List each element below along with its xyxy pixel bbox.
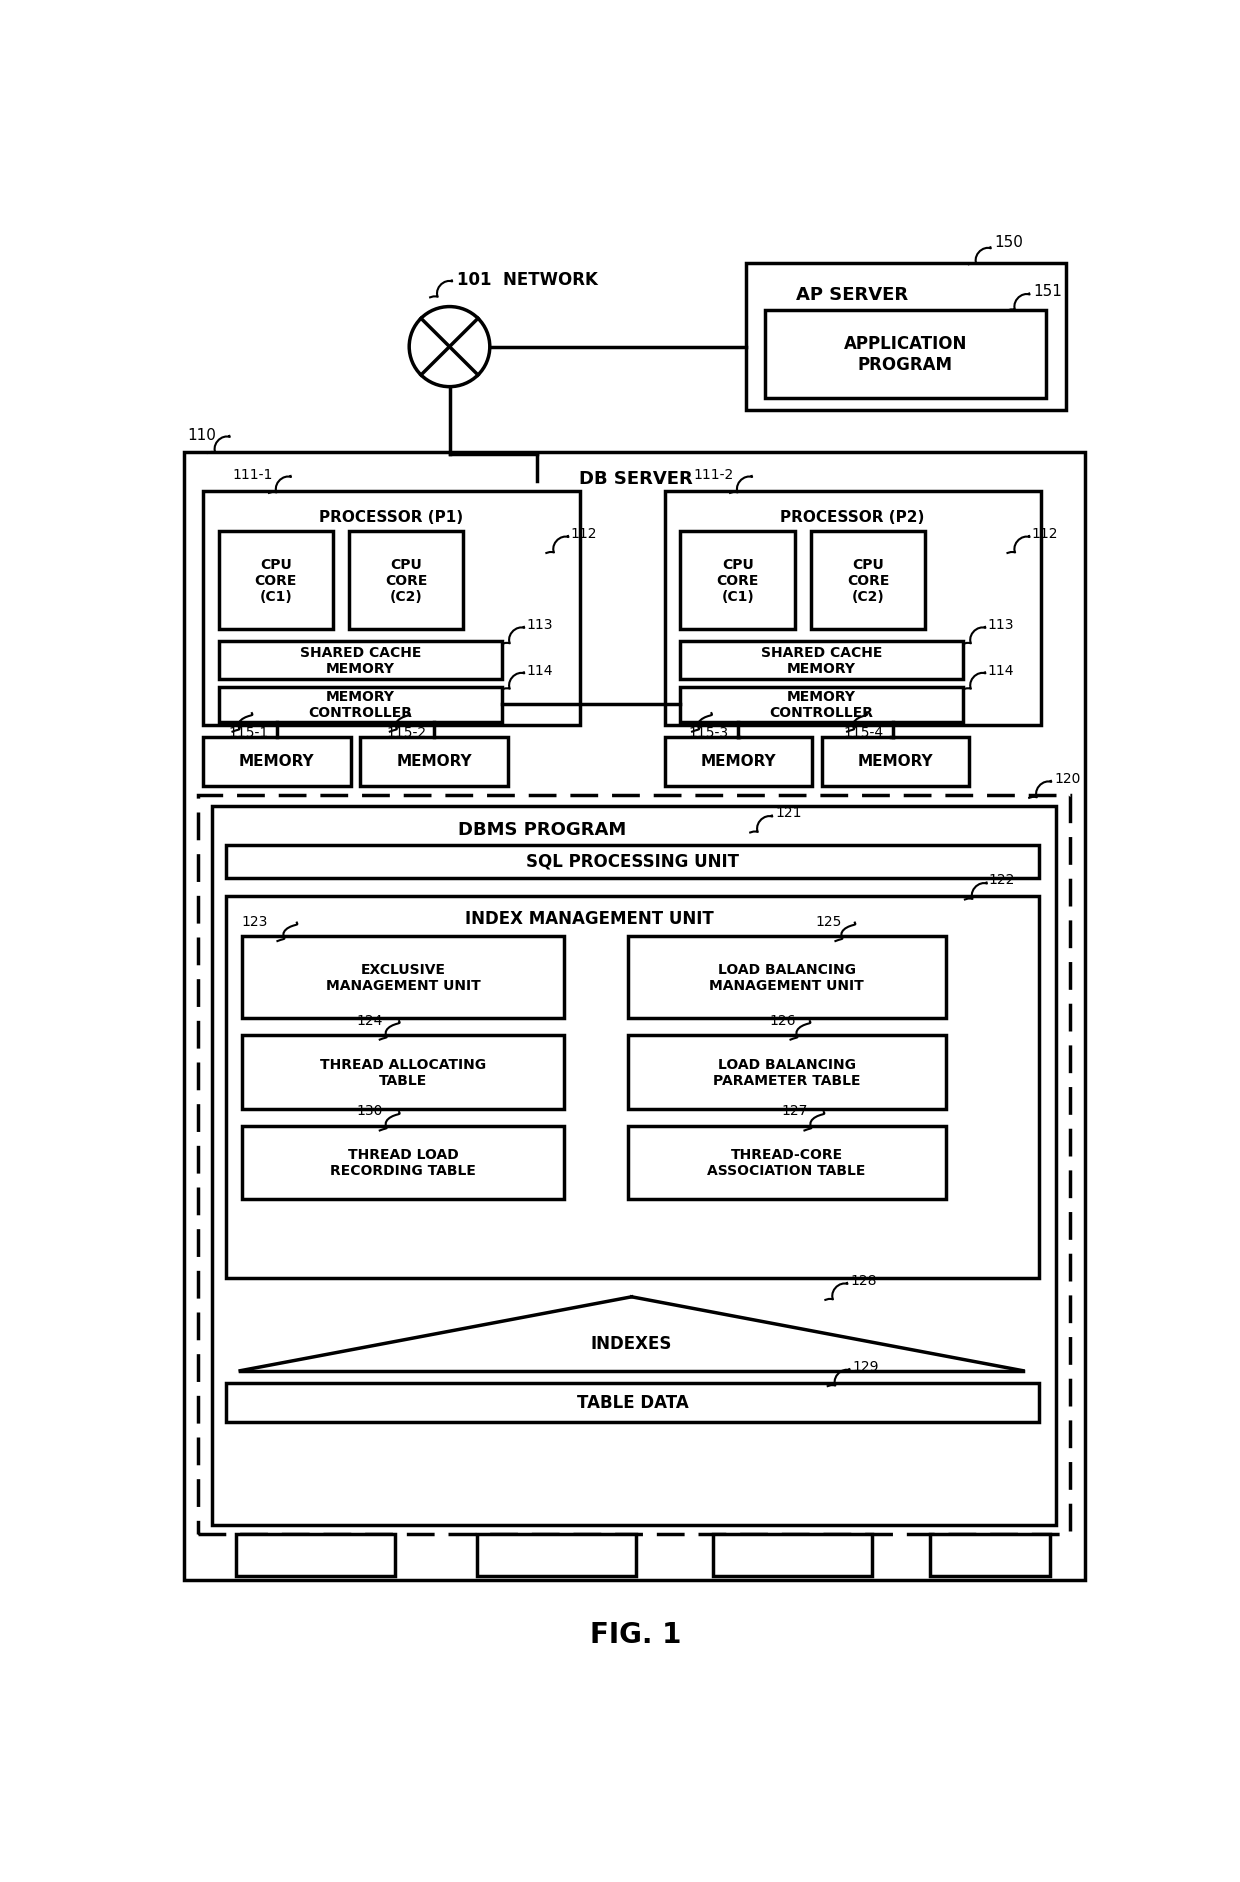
Text: 111-2: 111-2 (693, 467, 734, 482)
Text: SHARED CACHE
MEMORY: SHARED CACHE MEMORY (761, 646, 882, 676)
Bar (930, 1534, 1050, 1577)
Text: 122: 122 (990, 873, 1016, 886)
Text: THREAD ALLOCATING
TABLE: THREAD ALLOCATING TABLE (320, 1058, 486, 1088)
Bar (681, 687, 963, 723)
Bar (713, 1534, 872, 1577)
Text: 111-1: 111-1 (233, 467, 273, 482)
Bar (627, 1035, 945, 1108)
Text: CPU
CORE
(C1): CPU CORE (C1) (717, 557, 759, 604)
Text: 110: 110 (187, 427, 217, 442)
Text: 115-1: 115-1 (228, 725, 269, 740)
Text: 114: 114 (987, 664, 1014, 678)
Bar (237, 1534, 396, 1577)
Bar (226, 898, 1039, 1278)
Text: 114: 114 (526, 664, 553, 678)
Text: 112: 112 (1032, 527, 1058, 540)
Text: SQL PROCESSING UNIT: SQL PROCESSING UNIT (526, 853, 739, 871)
Text: MEMORY
CONTROLLER: MEMORY CONTROLLER (770, 689, 873, 719)
Text: AP SERVER: AP SERVER (796, 286, 909, 305)
Text: 128: 128 (851, 1274, 877, 1287)
Text: 113: 113 (987, 617, 1014, 632)
Text: INDEX MANAGEMENT UNIT: INDEX MANAGEMENT UNIT (465, 909, 713, 928)
Text: 115-3: 115-3 (688, 725, 728, 740)
Bar (218, 687, 502, 723)
Text: CPU
CORE
(C2): CPU CORE (C2) (847, 557, 889, 604)
Bar (218, 642, 502, 679)
Circle shape (409, 307, 490, 388)
Bar (203, 491, 580, 726)
Bar (226, 845, 1039, 879)
Text: FIG. 1: FIG. 1 (590, 1620, 681, 1649)
Text: SHARED CACHE
MEMORY: SHARED CACHE MEMORY (300, 646, 422, 676)
Bar (185, 454, 1085, 1581)
Text: 115-2: 115-2 (386, 725, 427, 740)
Bar (242, 1035, 564, 1108)
Text: DBMS PROGRAM: DBMS PROGRAM (459, 821, 626, 839)
Bar (242, 1125, 564, 1199)
Text: APPLICATION
PROGRAM: APPLICATION PROGRAM (843, 335, 967, 375)
Text: THREAD LOAD
RECORDING TABLE: THREAD LOAD RECORDING TABLE (330, 1148, 476, 1178)
Text: CPU
CORE
(C1): CPU CORE (C1) (254, 557, 298, 604)
Text: MEMORY: MEMORY (397, 755, 471, 770)
Text: PROCESSOR (P1): PROCESSOR (P1) (320, 510, 464, 525)
Bar (242, 937, 564, 1018)
Text: 129: 129 (853, 1359, 879, 1374)
Bar (665, 491, 1040, 726)
Text: 121: 121 (775, 805, 801, 821)
Bar (821, 738, 968, 787)
Text: 115-4: 115-4 (843, 725, 883, 740)
Bar (681, 642, 963, 679)
Text: MEMORY: MEMORY (239, 755, 315, 770)
Text: PROCESSOR (P2): PROCESSOR (P2) (780, 510, 925, 525)
Text: 112: 112 (570, 527, 596, 540)
Text: LOAD BALANCING
MANAGEMENT UNIT: LOAD BALANCING MANAGEMENT UNIT (709, 962, 864, 994)
Text: 126: 126 (770, 1013, 796, 1028)
Text: LOAD BALANCING
PARAMETER TABLE: LOAD BALANCING PARAMETER TABLE (713, 1058, 861, 1088)
Bar (811, 533, 925, 630)
Bar (745, 263, 1065, 410)
Bar (203, 738, 351, 787)
Text: DB SERVER: DB SERVER (579, 469, 692, 487)
Bar (665, 738, 812, 787)
Text: 120: 120 (1054, 772, 1080, 785)
Bar (226, 1383, 1039, 1423)
Text: 123: 123 (242, 915, 268, 928)
Text: 150: 150 (994, 235, 1023, 250)
Text: 151: 151 (1033, 284, 1061, 299)
Bar (212, 807, 1055, 1524)
Bar (348, 533, 464, 630)
Text: 130: 130 (357, 1105, 383, 1118)
Bar (627, 1125, 945, 1199)
Text: 127: 127 (781, 1105, 807, 1118)
Bar (218, 533, 334, 630)
Text: CPU
CORE
(C2): CPU CORE (C2) (384, 557, 428, 604)
Bar (476, 1534, 635, 1577)
Text: TABLE DATA: TABLE DATA (577, 1393, 688, 1412)
Bar (627, 937, 945, 1018)
Text: THREAD-CORE
ASSOCIATION TABLE: THREAD-CORE ASSOCIATION TABLE (708, 1148, 866, 1178)
Bar (681, 533, 795, 630)
Text: 124: 124 (357, 1013, 383, 1028)
Text: MEMORY: MEMORY (701, 755, 776, 770)
Text: INDEXES: INDEXES (591, 1334, 672, 1353)
Text: 113: 113 (526, 617, 553, 632)
Bar (765, 311, 1047, 399)
Text: 125: 125 (816, 915, 842, 928)
Text: 101  NETWORK: 101 NETWORK (458, 271, 598, 288)
Text: EXCLUSIVE
MANAGEMENT UNIT: EXCLUSIVE MANAGEMENT UNIT (326, 962, 480, 994)
Bar (197, 796, 1069, 1534)
Bar (361, 738, 507, 787)
Text: MEMORY
CONTROLLER: MEMORY CONTROLLER (309, 689, 413, 719)
Text: MEMORY: MEMORY (857, 755, 932, 770)
